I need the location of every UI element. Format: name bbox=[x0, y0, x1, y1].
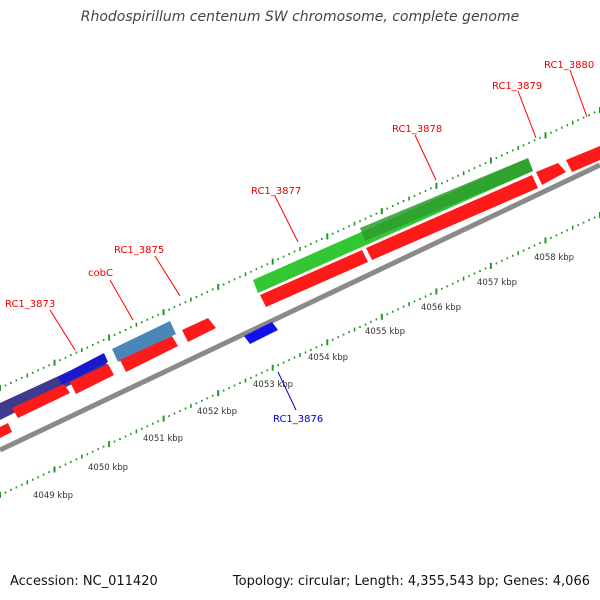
gene-arrow-red-2[interactable] bbox=[70, 364, 114, 394]
tick-label-4056: 4056 kbp bbox=[421, 303, 461, 313]
leader-RC1_3880 bbox=[569, 69, 588, 118]
leader-RC1_3873 bbox=[49, 309, 76, 351]
tick-label-4049: 4049 kbp bbox=[33, 491, 73, 501]
gene-arrow-RC1_3875[interactable] bbox=[182, 318, 216, 342]
gene-arrow-cobC[interactable] bbox=[120, 336, 178, 372]
feature-band-blue-top bbox=[58, 353, 108, 385]
leader-RC1_3876 bbox=[277, 371, 297, 411]
tick-track-outer bbox=[0, 107, 600, 391]
gene-arrow-RC1_3880[interactable] bbox=[566, 146, 600, 172]
label-RC1_3877: RC1_3877 bbox=[251, 186, 301, 197]
tick-track-inner bbox=[0, 212, 600, 498]
accession-label: Accession: NC_011420 bbox=[10, 574, 158, 589]
tick-label-4058: 4058 kbp bbox=[534, 253, 574, 263]
label-RC1_3880: RC1_3880 bbox=[544, 60, 594, 71]
label-RC1_3873: RC1_3873 bbox=[5, 299, 55, 310]
leader-RC1_3875 bbox=[154, 255, 181, 297]
gene-arrow-RC1_3878[interactable] bbox=[366, 175, 538, 260]
tick-label-4052: 4052 kbp bbox=[197, 407, 237, 417]
leader-RC1_3879 bbox=[517, 90, 537, 139]
tick-label-4054: 4054 kbp bbox=[308, 353, 348, 363]
feature-band-darkgreen bbox=[360, 158, 533, 241]
label-RC1_3878: RC1_3878 bbox=[392, 124, 442, 135]
gene-arrow-RC1_3879[interactable] bbox=[536, 163, 566, 185]
leader-RC1_3878 bbox=[414, 134, 437, 181]
gene-arrow-red-1[interactable] bbox=[12, 384, 70, 418]
gene-arrow-RC1_3873[interactable] bbox=[0, 423, 12, 438]
label-leaders bbox=[49, 69, 588, 351]
feature-band-steelblue bbox=[112, 321, 176, 362]
tick-label-4050: 4050 kbp bbox=[88, 463, 128, 473]
label-cobC: cobC bbox=[88, 268, 113, 279]
label-RC1_3875: RC1_3875 bbox=[114, 245, 164, 256]
genome-stats-label: Topology: circular; Length: 4,355,543 bp… bbox=[232, 574, 590, 589]
gene-arrow-RC1_3876[interactable] bbox=[244, 322, 278, 344]
leader-cobC bbox=[109, 279, 134, 321]
gene-arrow-RC1_3877[interactable] bbox=[260, 250, 368, 307]
tick-label-4057: 4057 kbp bbox=[477, 278, 517, 288]
leader-RC1_3877 bbox=[274, 195, 299, 243]
tick-label-4053: 4053 kbp bbox=[253, 380, 293, 390]
map-title: Rhodospirillum centenum SW chromosome, c… bbox=[80, 9, 520, 25]
tick-label-4055: 4055 kbp bbox=[365, 327, 405, 337]
backbone-line bbox=[0, 162, 600, 453]
tick-label-4051: 4051 kbp bbox=[143, 434, 183, 444]
label-RC1_3879: RC1_3879 bbox=[492, 81, 542, 92]
label-RC1_3876: RC1_3876 bbox=[273, 414, 323, 425]
